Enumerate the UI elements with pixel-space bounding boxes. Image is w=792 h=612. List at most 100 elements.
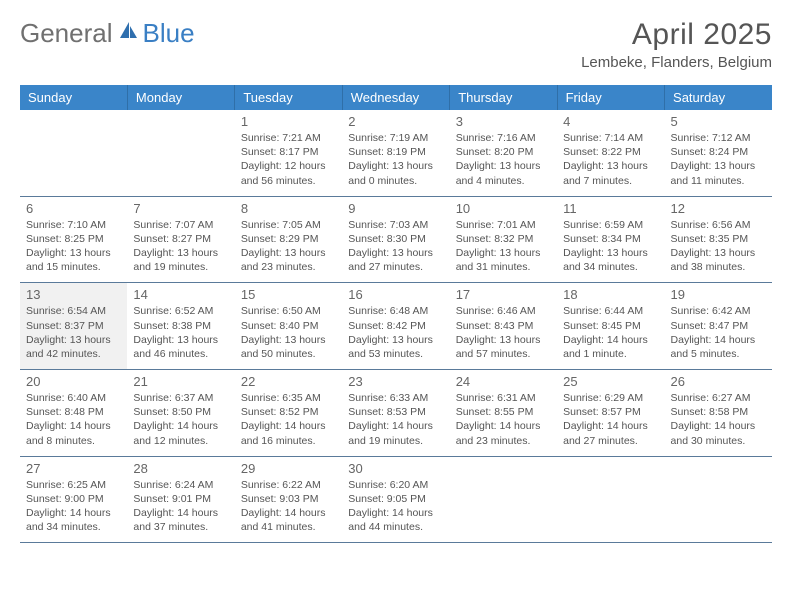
- calendar-cell: 21 Sunrise: 6:37 AMSunset: 8:50 PMDayligh…: [127, 370, 234, 457]
- day-info: Sunrise: 6:24 AMSunset: 9:01 PMDaylight:…: [133, 478, 228, 535]
- calendar-cell: 5 Sunrise: 7:12 AMSunset: 8:24 PMDaylight…: [665, 110, 772, 196]
- calendar-cell: 12Sunrise: 6:56 AMSunset: 8:35 PMDayligh…: [665, 196, 772, 283]
- calendar-cell: 22 Sunrise: 6:35 AMSunset: 8:52 PMDayligh…: [235, 370, 342, 457]
- title-block: April 2025 Lembeke, Flanders, Belgium: [581, 18, 772, 71]
- calendar-cell: 20 Sunrise: 6:40 AMSunset: 8:48 PMDayligh…: [20, 370, 127, 457]
- day-info: Sunrise: 7:14 AMSunset: 8:22 PMDaylight:…: [563, 131, 658, 188]
- weekday-header: Wednesday: [342, 85, 449, 110]
- day-number: 13: [26, 287, 121, 302]
- weekday-header: Thursday: [450, 85, 557, 110]
- day-number: 17: [456, 287, 551, 302]
- calendar-cell: 25Sunrise: 6:29 AMSunset: 8:57 PMDayligh…: [557, 370, 664, 457]
- calendar-row: 20 Sunrise: 6:40 AMSunset: 8:48 PMDayligh…: [20, 370, 772, 457]
- day-number: 22: [241, 374, 336, 389]
- day-info: Sunrise: 7:01 AMSunset: 8:32 PMDaylight:…: [456, 218, 551, 275]
- day-info: Sunrise: 6:42 AMSunset: 8:47 PMDaylight:…: [671, 304, 766, 361]
- day-info: Sunrise: 6:56 AMSunset: 8:35 PMDaylight:…: [671, 218, 766, 275]
- logo-sail-icon: [115, 18, 141, 49]
- calendar-cell: 3Sunrise: 7:16 AMSunset: 8:20 PMDaylight…: [450, 110, 557, 196]
- weekday-header: Sunday: [20, 85, 127, 110]
- day-number: 11: [563, 201, 658, 216]
- weekday-header: Saturday: [665, 85, 772, 110]
- calendar-cell: 27 Sunrise: 6:25 AMSunset: 9:00 PMDayligh…: [20, 456, 127, 543]
- calendar-cell-empty: [665, 456, 772, 543]
- calendar-cell: 2Sunrise: 7:19 AMSunset: 8:19 PMDaylight…: [342, 110, 449, 196]
- day-info: Sunrise: 7:03 AMSunset: 8:30 PMDaylight:…: [348, 218, 443, 275]
- calendar-row: 6 Sunrise: 7:10 AMSunset: 8:25 PMDaylight…: [20, 196, 772, 283]
- logo-text-second: Blue: [143, 18, 195, 49]
- day-number: 21: [133, 374, 228, 389]
- weekday-header: Monday: [127, 85, 234, 110]
- day-number: 16: [348, 287, 443, 302]
- calendar-cell: 14 Sunrise: 6:52 AMSunset: 8:38 PMDayligh…: [127, 283, 234, 370]
- calendar-cell: 24 Sunrise: 6:31 AMSunset: 8:55 PMDayligh…: [450, 370, 557, 457]
- calendar-cell: 4 Sunrise: 7:14 AMSunset: 8:22 PMDaylight…: [557, 110, 664, 196]
- calendar-cell: 26 Sunrise: 6:27 AMSunset: 8:58 PMDayligh…: [665, 370, 772, 457]
- day-number: 4: [563, 114, 658, 129]
- day-info: Sunrise: 6:20 AMSunset: 9:05 PMDaylight:…: [348, 478, 443, 535]
- calendar-cell: 28 Sunrise: 6:24 AMSunset: 9:01 PMDayligh…: [127, 456, 234, 543]
- day-number: 6: [26, 201, 121, 216]
- day-number: 7: [133, 201, 228, 216]
- day-info: Sunrise: 7:19 AMSunset: 8:19 PMDaylight:…: [348, 131, 443, 188]
- day-info: Sunrise: 6:25 AMSunset: 9:00 PMDaylight:…: [26, 478, 121, 535]
- calendar-cell: 1Sunrise: 7:21 AMSunset: 8:17 PMDaylight…: [235, 110, 342, 196]
- day-number: 5: [671, 114, 766, 129]
- day-info: Sunrise: 6:46 AMSunset: 8:43 PMDaylight:…: [456, 304, 551, 361]
- calendar-row: 1Sunrise: 7:21 AMSunset: 8:17 PMDaylight…: [20, 110, 772, 196]
- day-number: 19: [671, 287, 766, 302]
- day-info: Sunrise: 6:50 AMSunset: 8:40 PMDaylight:…: [241, 304, 336, 361]
- day-number: 14: [133, 287, 228, 302]
- day-number: 24: [456, 374, 551, 389]
- day-info: Sunrise: 6:54 AMSunset: 8:37 PMDaylight:…: [26, 304, 121, 361]
- day-number: 28: [133, 461, 228, 476]
- day-info: Sunrise: 6:59 AMSunset: 8:34 PMDaylight:…: [563, 218, 658, 275]
- day-info: Sunrise: 6:48 AMSunset: 8:42 PMDaylight:…: [348, 304, 443, 361]
- calendar-cell-empty: [557, 456, 664, 543]
- calendar-cell-empty: [450, 456, 557, 543]
- day-info: Sunrise: 7:12 AMSunset: 8:24 PMDaylight:…: [671, 131, 766, 188]
- day-number: 29: [241, 461, 336, 476]
- logo-text-first: General: [20, 18, 113, 49]
- day-info: Sunrise: 6:22 AMSunset: 9:03 PMDaylight:…: [241, 478, 336, 535]
- day-info: Sunrise: 6:44 AMSunset: 8:45 PMDaylight:…: [563, 304, 658, 361]
- weekday-header: Tuesday: [235, 85, 342, 110]
- calendar-cell: 23Sunrise: 6:33 AMSunset: 8:53 PMDayligh…: [342, 370, 449, 457]
- calendar-cell: 13 Sunrise: 6:54 AMSunset: 8:37 PMDayligh…: [20, 283, 127, 370]
- calendar-cell: 30 Sunrise: 6:20 AMSunset: 9:05 PMDayligh…: [342, 456, 449, 543]
- day-info: Sunrise: 6:37 AMSunset: 8:50 PMDaylight:…: [133, 391, 228, 448]
- header: General Blue April 2025 Lembeke, Flander…: [20, 18, 772, 71]
- day-number: 20: [26, 374, 121, 389]
- calendar-cell: 11 Sunrise: 6:59 AMSunset: 8:34 PMDayligh…: [557, 196, 664, 283]
- day-info: Sunrise: 6:29 AMSunset: 8:57 PMDaylight:…: [563, 391, 658, 448]
- day-number: 27: [26, 461, 121, 476]
- calendar-cell: 29 Sunrise: 6:22 AMSunset: 9:03 PMDayligh…: [235, 456, 342, 543]
- calendar-header-row: SundayMondayTuesdayWednesdayThursdayFrid…: [20, 85, 772, 110]
- calendar-cell: 16 Sunrise: 6:48 AMSunset: 8:42 PMDayligh…: [342, 283, 449, 370]
- day-number: 8: [241, 201, 336, 216]
- calendar-row: 13 Sunrise: 6:54 AMSunset: 8:37 PMDayligh…: [20, 283, 772, 370]
- day-info: Sunrise: 6:52 AMSunset: 8:38 PMDaylight:…: [133, 304, 228, 361]
- calendar-cell: 18 Sunrise: 6:44 AMSunset: 8:45 PMDayligh…: [557, 283, 664, 370]
- calendar-cell: 6 Sunrise: 7:10 AMSunset: 8:25 PMDaylight…: [20, 196, 127, 283]
- day-info: Sunrise: 6:40 AMSunset: 8:48 PMDaylight:…: [26, 391, 121, 448]
- day-info: Sunrise: 7:21 AMSunset: 8:17 PMDaylight:…: [241, 131, 336, 188]
- day-number: 30: [348, 461, 443, 476]
- calendar-table: SundayMondayTuesdayWednesdayThursdayFrid…: [20, 85, 772, 543]
- day-info: Sunrise: 7:10 AMSunset: 8:25 PMDaylight:…: [26, 218, 121, 275]
- day-number: 26: [671, 374, 766, 389]
- day-number: 9: [348, 201, 443, 216]
- calendar-cell: 10Sunrise: 7:01 AMSunset: 8:32 PMDayligh…: [450, 196, 557, 283]
- day-info: Sunrise: 6:31 AMSunset: 8:55 PMDaylight:…: [456, 391, 551, 448]
- location: Lembeke, Flanders, Belgium: [581, 54, 772, 71]
- day-info: Sunrise: 6:35 AMSunset: 8:52 PMDaylight:…: [241, 391, 336, 448]
- day-number: 18: [563, 287, 658, 302]
- month-title: April 2025: [581, 18, 772, 52]
- day-number: 23: [348, 374, 443, 389]
- calendar-cell: 8 Sunrise: 7:05 AMSunset: 8:29 PMDaylight…: [235, 196, 342, 283]
- calendar-row: 27 Sunrise: 6:25 AMSunset: 9:00 PMDayligh…: [20, 456, 772, 543]
- calendar-cell: 15Sunrise: 6:50 AMSunset: 8:40 PMDayligh…: [235, 283, 342, 370]
- day-info: Sunrise: 7:05 AMSunset: 8:29 PMDaylight:…: [241, 218, 336, 275]
- day-info: Sunrise: 6:27 AMSunset: 8:58 PMDaylight:…: [671, 391, 766, 448]
- calendar-cell-empty: [127, 110, 234, 196]
